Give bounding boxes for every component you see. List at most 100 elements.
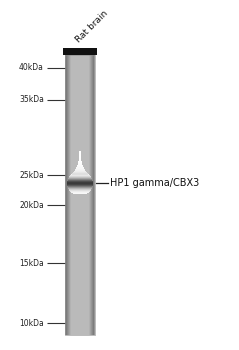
- Bar: [73, 172, 87, 173]
- Bar: [72, 192, 88, 193]
- Bar: [68, 187, 92, 188]
- Bar: [70, 175, 90, 176]
- Bar: [71, 174, 89, 175]
- Bar: [70, 176, 91, 177]
- Bar: [68, 178, 92, 179]
- Bar: [74, 170, 86, 172]
- Bar: [72, 173, 88, 175]
- Bar: [71, 191, 89, 192]
- Bar: [68, 179, 92, 180]
- Bar: [65, 55, 67, 335]
- Bar: [71, 175, 89, 176]
- Bar: [90, 55, 92, 335]
- Bar: [67, 183, 93, 184]
- Bar: [77, 166, 83, 167]
- Text: 15kDa: 15kDa: [19, 259, 44, 267]
- Text: 10kDa: 10kDa: [19, 318, 44, 328]
- Bar: [69, 55, 71, 335]
- Bar: [65, 55, 95, 335]
- Bar: [67, 55, 69, 335]
- Bar: [70, 175, 90, 176]
- Bar: [79, 155, 81, 156]
- Bar: [65, 55, 95, 335]
- Bar: [67, 182, 93, 183]
- Bar: [67, 185, 93, 186]
- Bar: [72, 192, 88, 193]
- Bar: [68, 179, 92, 180]
- Bar: [67, 181, 92, 182]
- Bar: [80, 150, 81, 152]
- Bar: [68, 55, 70, 335]
- Bar: [77, 164, 83, 166]
- Bar: [73, 173, 87, 174]
- Bar: [70, 176, 90, 177]
- Bar: [67, 184, 93, 185]
- Bar: [69, 177, 91, 178]
- Bar: [70, 190, 90, 191]
- Bar: [63, 48, 97, 55]
- Bar: [78, 161, 82, 162]
- Bar: [79, 158, 81, 159]
- Bar: [73, 173, 87, 174]
- Bar: [69, 189, 91, 190]
- Bar: [67, 184, 93, 185]
- Bar: [89, 55, 91, 335]
- Bar: [68, 186, 92, 187]
- Text: 40kDa: 40kDa: [19, 63, 44, 72]
- Bar: [72, 174, 88, 175]
- Bar: [67, 185, 92, 186]
- Bar: [79, 154, 81, 155]
- Bar: [68, 179, 92, 180]
- Bar: [91, 55, 93, 335]
- Text: 20kDa: 20kDa: [19, 201, 44, 210]
- Bar: [67, 183, 93, 184]
- Bar: [69, 177, 91, 178]
- Text: HP1 gamma/CBX3: HP1 gamma/CBX3: [110, 178, 199, 188]
- Bar: [68, 186, 92, 187]
- Bar: [67, 184, 93, 185]
- Bar: [69, 188, 92, 189]
- Bar: [69, 189, 91, 190]
- Bar: [79, 156, 81, 158]
- Text: 35kDa: 35kDa: [19, 96, 44, 105]
- Bar: [75, 169, 85, 171]
- Bar: [67, 181, 93, 182]
- Bar: [69, 189, 91, 190]
- Bar: [68, 188, 92, 189]
- Bar: [79, 160, 81, 161]
- Bar: [93, 55, 95, 335]
- Bar: [76, 167, 84, 168]
- Bar: [76, 168, 84, 170]
- Bar: [68, 187, 92, 188]
- Bar: [68, 187, 92, 188]
- Bar: [78, 162, 82, 164]
- Bar: [66, 55, 68, 335]
- Bar: [72, 174, 88, 175]
- Bar: [69, 177, 91, 178]
- Text: Rat brain: Rat brain: [74, 8, 109, 44]
- Bar: [68, 180, 92, 181]
- Bar: [68, 188, 92, 189]
- Bar: [71, 191, 89, 192]
- Bar: [67, 182, 93, 183]
- Bar: [80, 152, 81, 153]
- Bar: [92, 55, 94, 335]
- Bar: [79, 153, 81, 154]
- Bar: [67, 183, 93, 184]
- Bar: [79, 159, 81, 160]
- Bar: [67, 182, 93, 183]
- Bar: [78, 163, 82, 165]
- Bar: [68, 178, 92, 179]
- Bar: [68, 180, 92, 181]
- Bar: [67, 185, 92, 186]
- Bar: [69, 176, 91, 177]
- Bar: [70, 190, 90, 191]
- Bar: [71, 191, 89, 192]
- Text: 25kDa: 25kDa: [19, 170, 44, 180]
- Bar: [68, 178, 92, 179]
- Bar: [67, 181, 92, 182]
- Bar: [70, 190, 90, 191]
- Bar: [68, 180, 92, 181]
- Bar: [73, 193, 87, 194]
- Bar: [68, 186, 92, 187]
